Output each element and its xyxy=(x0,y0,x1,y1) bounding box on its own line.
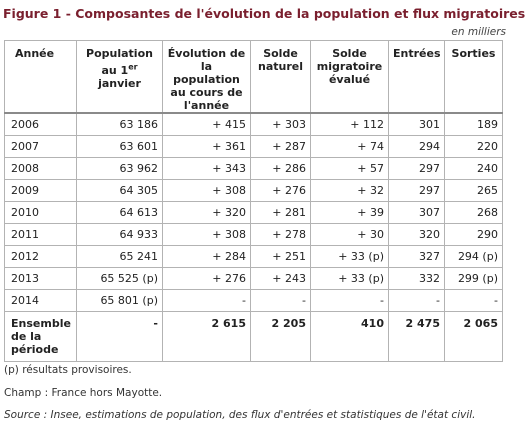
population-table: Année Population au 1er janvier Évolutio… xyxy=(4,40,503,362)
footnote-scope: Champ : France hors Mayotte. xyxy=(4,387,163,399)
table-row: 2009 64 305 + 308 + 276 + 32 297 265 xyxy=(4,178,503,202)
cell-natural-balance: + 287 xyxy=(250,134,311,158)
cell-year: 2006 xyxy=(4,112,77,136)
cell-entries: 301 xyxy=(388,112,445,136)
table-row: 2008 63 962 + 343 + 286 + 57 297 240 xyxy=(4,156,503,180)
cell-year: 2012 xyxy=(4,244,77,268)
cell-exits: 294 (p) xyxy=(444,244,503,268)
cell-exits: 220 xyxy=(444,134,503,158)
total-cell-exits: 2 065 xyxy=(444,310,503,362)
cell-entries: 307 xyxy=(388,200,445,224)
cell-migration-balance: + 32 xyxy=(310,178,389,202)
cell-year: 2013 xyxy=(4,266,77,290)
header-exits: Sorties xyxy=(444,40,503,114)
table-row: 2006 63 186 + 415 + 303 + 112 301 189 xyxy=(4,112,503,136)
cell-exits: 240 xyxy=(444,156,503,180)
header-year: Année xyxy=(4,40,77,114)
cell-entries: 297 xyxy=(388,178,445,202)
cell-natural-balance: + 243 xyxy=(250,266,311,290)
cell-migration-balance: + 57 xyxy=(310,156,389,180)
header-entries: Entrées xyxy=(388,40,445,114)
unit-note: en milliers xyxy=(451,26,506,38)
header-population-label: Population au 1er janvier xyxy=(86,47,153,90)
cell-evolution: + 276 xyxy=(162,266,251,290)
total-cell-entries: 2 475 xyxy=(388,310,445,362)
cell-entries: - xyxy=(388,288,445,312)
cell-migration-balance: + 74 xyxy=(310,134,389,158)
table-row: 2012 65 241 + 284 + 251 + 33 (p) 327 294 (p) xyxy=(4,244,503,268)
cell-migration-balance: + 30 xyxy=(310,222,389,246)
cell-exits: 299 (p) xyxy=(444,266,503,290)
cell-migration-balance: + 112 xyxy=(310,112,389,136)
cell-year: 2008 xyxy=(4,156,77,180)
total-cell-evolution: 2 615 xyxy=(162,310,251,362)
cell-year: 2007 xyxy=(4,134,77,158)
cell-population: 64 933 xyxy=(76,222,163,246)
cell-entries: 294 xyxy=(388,134,445,158)
cell-entries: 332 xyxy=(388,266,445,290)
table-row: 2014 65 801 (p) - - - - - xyxy=(4,288,503,312)
cell-natural-balance: + 278 xyxy=(250,222,311,246)
cell-population: 64 305 xyxy=(76,178,163,202)
cell-exits: 265 xyxy=(444,178,503,202)
cell-natural-balance: + 303 xyxy=(250,112,311,136)
cell-natural-balance: + 251 xyxy=(250,244,311,268)
total-cell-migration-balance: 410 xyxy=(310,310,389,362)
cell-entries: 327 xyxy=(388,244,445,268)
footnote-provisional: (p) résultats provisoires. xyxy=(4,364,132,376)
cell-population: 63 962 xyxy=(76,156,163,180)
cell-population: 63 186 xyxy=(76,112,163,136)
cell-exits: - xyxy=(444,288,503,312)
cell-evolution: + 320 xyxy=(162,200,251,224)
total-cell-year: Ensemble de la période xyxy=(4,310,77,362)
cell-evolution: + 415 xyxy=(162,112,251,136)
header-natural-balance: Solde naturel xyxy=(250,40,311,114)
cell-population: 63 601 xyxy=(76,134,163,158)
cell-population: 65 525 (p) xyxy=(76,266,163,290)
table-row: 2011 64 933 + 308 + 278 + 30 320 290 xyxy=(4,222,503,246)
cell-year: 2014 xyxy=(4,288,77,312)
table-header-row: Année Population au 1er janvier Évolutio… xyxy=(4,40,503,114)
cell-exits: 290 xyxy=(444,222,503,246)
cell-evolution: + 343 xyxy=(162,156,251,180)
cell-exits: 268 xyxy=(444,200,503,224)
cell-evolution: - xyxy=(162,288,251,312)
table-row: 2013 65 525 (p) + 276 + 243 + 33 (p) 332 299 (… xyxy=(4,266,503,290)
cell-natural-balance: - xyxy=(250,288,311,312)
cell-year: 2009 xyxy=(4,178,77,202)
cell-population: 65 241 xyxy=(76,244,163,268)
total-cell-population: - xyxy=(76,310,163,362)
cell-evolution: + 284 xyxy=(162,244,251,268)
cell-evolution: + 308 xyxy=(162,222,251,246)
table-row: 2010 64 613 + 320 + 281 + 39 307 268 xyxy=(4,200,503,224)
cell-evolution: + 308 xyxy=(162,178,251,202)
table-row: 2007 63 601 + 361 + 287 + 74 294 220 xyxy=(4,134,503,158)
cell-year: 2010 xyxy=(4,200,77,224)
cell-migration-balance: - xyxy=(310,288,389,312)
cell-year: 2011 xyxy=(4,222,77,246)
header-population: Population au 1er janvier xyxy=(76,40,163,114)
cell-exits: 189 xyxy=(444,112,503,136)
cell-natural-balance: + 281 xyxy=(250,200,311,224)
figure-title: Figure 1 - Composantes de l'évolution de… xyxy=(3,6,526,21)
cell-natural-balance: + 276 xyxy=(250,178,311,202)
footnote-source: Source : Insee, estimations de populatio… xyxy=(4,409,476,421)
cell-migration-balance: + 33 (p) xyxy=(310,266,389,290)
cell-entries: 320 xyxy=(388,222,445,246)
header-evolution: Évolution de la population au cours de l… xyxy=(162,40,251,114)
table-total-row: Ensemble de la période -2 615 2 205 410 2 47… xyxy=(4,310,503,362)
cell-population: 65 801 (p) xyxy=(76,288,163,312)
total-cell-natural-balance: 2 205 xyxy=(250,310,311,362)
cell-population: 64 613 xyxy=(76,200,163,224)
cell-migration-balance: + 33 (p) xyxy=(310,244,389,268)
cell-entries: 297 xyxy=(388,156,445,180)
cell-migration-balance: + 39 xyxy=(310,200,389,224)
cell-natural-balance: + 286 xyxy=(250,156,311,180)
cell-evolution: + 361 xyxy=(162,134,251,158)
header-migration-balance: Solde migratoire évalué xyxy=(310,40,389,114)
